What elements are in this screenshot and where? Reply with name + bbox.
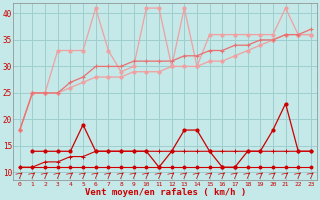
X-axis label: Vent moyen/en rafales ( km/h ): Vent moyen/en rafales ( km/h )	[85, 188, 246, 197]
